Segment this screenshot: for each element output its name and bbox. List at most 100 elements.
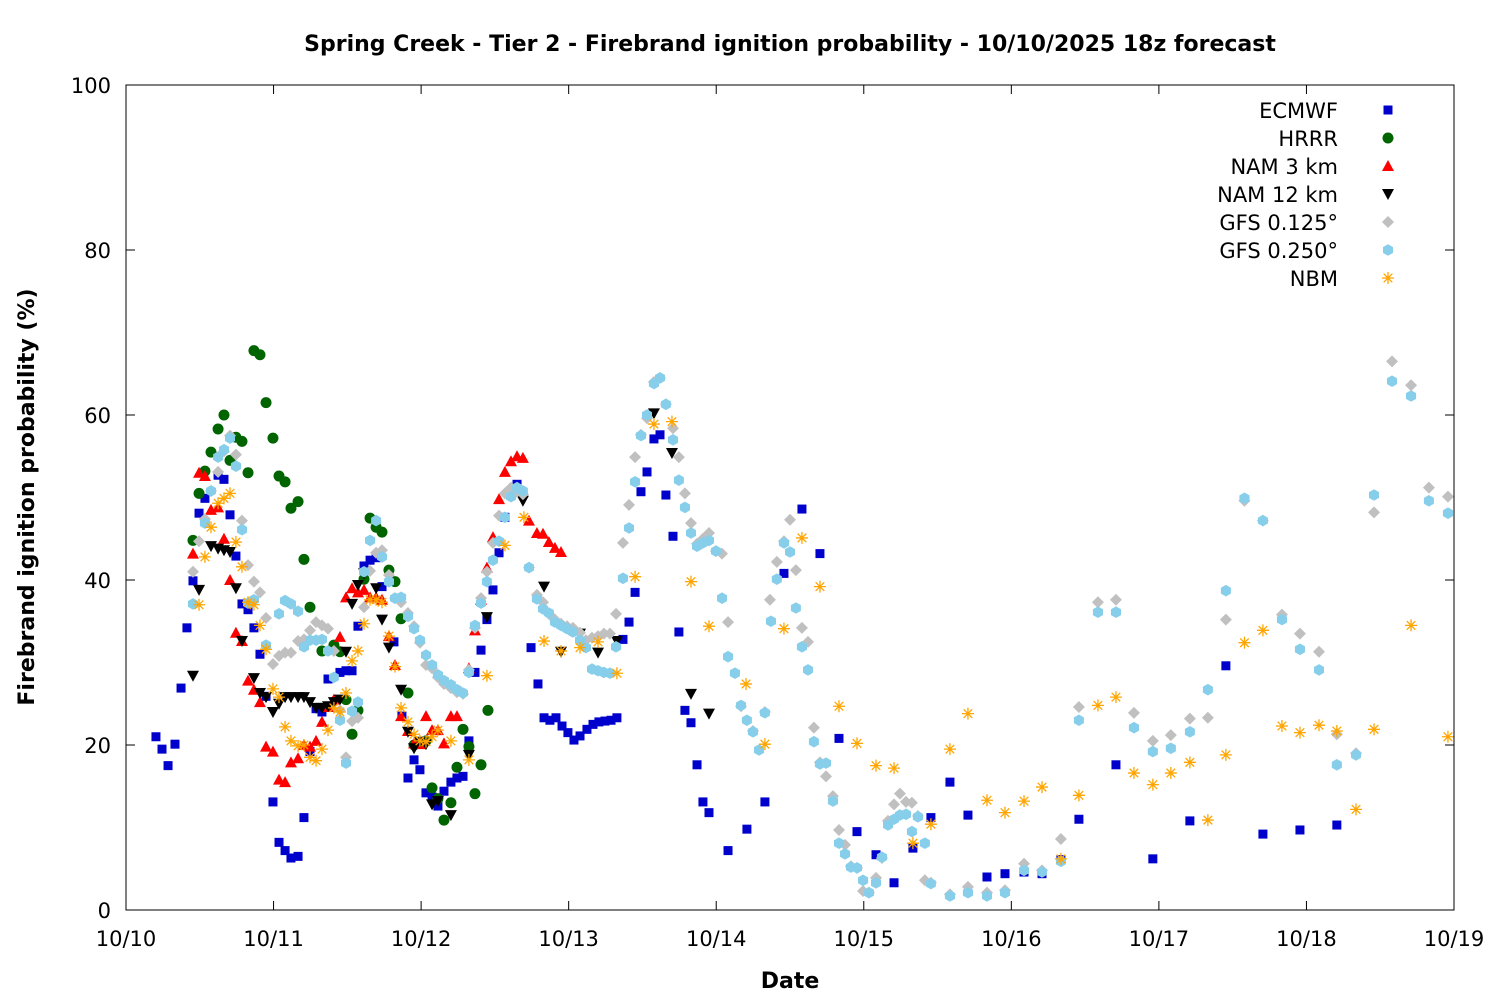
- data-point: [170, 739, 180, 749]
- data-point: [1386, 355, 1399, 368]
- data-point: [293, 605, 304, 618]
- data-point: [225, 432, 235, 444]
- data-point: [945, 777, 955, 787]
- data-point: [665, 415, 678, 428]
- data-point: [665, 447, 678, 459]
- data-point: [795, 531, 808, 544]
- series-gfs-0-250-: [188, 372, 1453, 902]
- data-point: [655, 372, 665, 384]
- data-point: [1054, 833, 1067, 846]
- data-point: [231, 551, 241, 561]
- data-point: [630, 476, 641, 488]
- data-point: [832, 700, 845, 713]
- data-point: [458, 771, 468, 781]
- data-point: [444, 734, 457, 747]
- data-point: [1405, 379, 1418, 392]
- data-point: [610, 607, 623, 620]
- data-point: [925, 877, 936, 890]
- data-point: [962, 886, 973, 899]
- data-point: [575, 634, 586, 646]
- data-point: [347, 705, 358, 717]
- data-point: [279, 720, 292, 733]
- data-point: [505, 490, 516, 503]
- data-point: [370, 583, 383, 595]
- data-point: [383, 575, 394, 588]
- data-point: [346, 654, 359, 667]
- data-point: [741, 714, 752, 726]
- y-tick-label: 40: [84, 569, 111, 593]
- data-point: [1165, 742, 1176, 755]
- data-point: [333, 706, 346, 718]
- legend-label: NAM 12 km: [1217, 183, 1338, 207]
- data-point: [684, 517, 697, 530]
- data-point: [376, 596, 389, 609]
- data-point: [395, 701, 408, 714]
- data-point: [1294, 643, 1305, 656]
- data-point: [341, 666, 351, 676]
- data-point: [217, 532, 230, 544]
- data-point: [401, 715, 414, 728]
- data-point: [235, 560, 248, 573]
- data-point: [224, 546, 237, 558]
- data-point: [704, 808, 714, 818]
- data-point: [616, 536, 629, 549]
- data-point: [543, 607, 554, 619]
- data-point: [827, 795, 838, 807]
- data-point: [1422, 481, 1435, 494]
- data-point: [636, 487, 646, 497]
- data-point: [551, 713, 561, 723]
- data-point: [516, 495, 529, 507]
- data-point: [249, 623, 259, 633]
- data-point: [1019, 864, 1029, 877]
- data-point: [742, 824, 752, 834]
- data-point: [606, 715, 616, 725]
- data-point: [815, 549, 825, 559]
- data-point: [763, 593, 776, 606]
- y-tick-label: 60: [84, 404, 111, 428]
- data-point: [376, 614, 389, 626]
- data-point: [536, 527, 549, 539]
- x-axis-label: Date: [761, 969, 820, 994]
- data-point: [1036, 781, 1049, 794]
- data-point: [943, 743, 956, 756]
- data-point: [660, 398, 671, 411]
- data-point: [982, 890, 992, 902]
- data-point: [292, 752, 305, 764]
- data-point: [795, 621, 808, 634]
- data-point: [1018, 795, 1031, 808]
- data-point: [1293, 627, 1306, 640]
- legend: ECMWF HRRR NAM 3 km NAM 12 km GFS 0.125° GFS …: [1217, 99, 1394, 291]
- data-point: [504, 455, 517, 467]
- data-point: [451, 761, 463, 773]
- data-point: [482, 704, 494, 716]
- data-point: [557, 721, 567, 731]
- data-point: [678, 487, 691, 500]
- data-point: [219, 474, 229, 484]
- data-point: [476, 645, 486, 655]
- data-point: [285, 502, 297, 514]
- data-point: [889, 878, 899, 888]
- data-point: [871, 877, 881, 889]
- data-point: [1257, 514, 1268, 527]
- data-point: [204, 521, 217, 534]
- data-point: [905, 796, 918, 809]
- data-point: [297, 692, 310, 704]
- data-point: [253, 688, 266, 700]
- data-point: [575, 731, 585, 741]
- data-point: [358, 617, 371, 630]
- data-point: [1256, 624, 1269, 637]
- data-point: [304, 624, 317, 637]
- data-point: [371, 514, 382, 527]
- data-point: [924, 818, 937, 831]
- x-tick-label: 10/17: [1129, 927, 1190, 951]
- data-point: [494, 548, 504, 558]
- data-point: [605, 667, 615, 679]
- data-point: [431, 796, 444, 808]
- data-point: [649, 434, 659, 444]
- data-point: [1147, 745, 1158, 758]
- data-point: [796, 641, 807, 653]
- legend-label: NAM 3 km: [1230, 155, 1338, 179]
- data-point: [686, 718, 696, 728]
- legend-marker-icon: [1383, 244, 1393, 256]
- data-point: [1164, 767, 1177, 780]
